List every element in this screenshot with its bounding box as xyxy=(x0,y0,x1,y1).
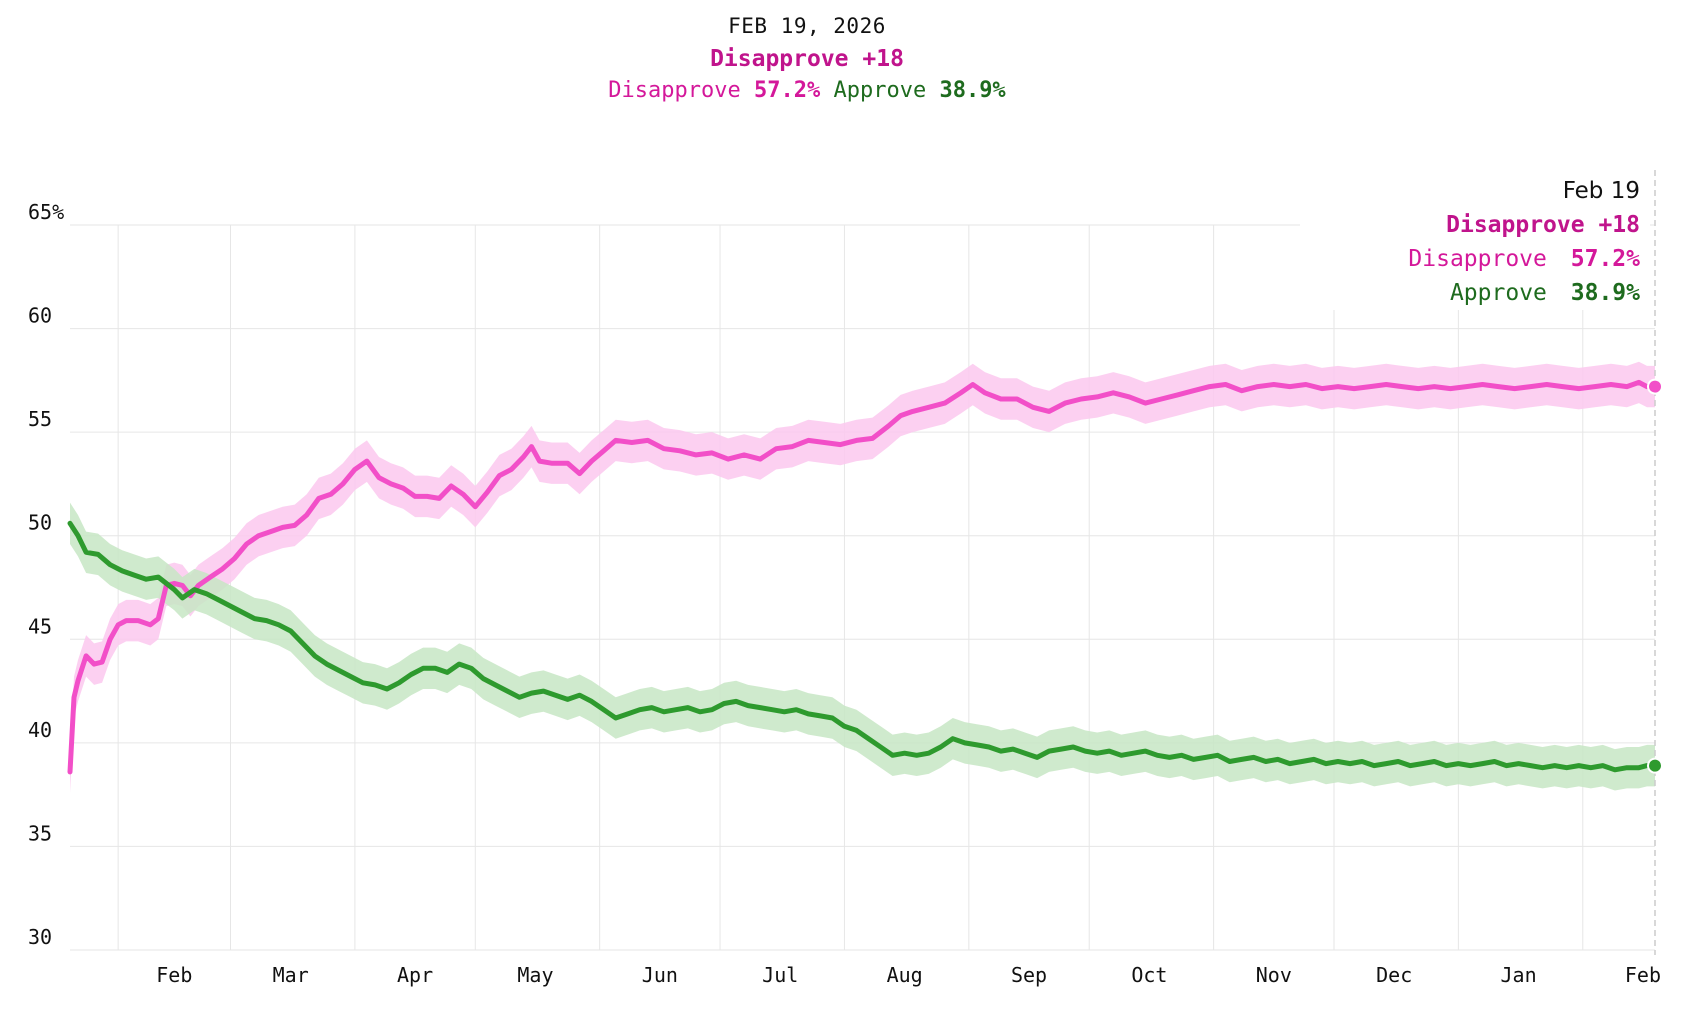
x-tick-label-sep-7: Sep xyxy=(1011,963,1047,987)
x-tick-label-jan-11: Jan xyxy=(1501,963,1537,987)
tooltip-date: Feb 19 xyxy=(1563,178,1640,204)
header-disapprove-value: 57.2% xyxy=(754,78,821,103)
y-tick-label-55: 55 xyxy=(28,407,52,431)
y-gridlines xyxy=(70,224,1655,951)
y-axis-ticks: 30 35 40 45 50 55 60 65% xyxy=(28,200,64,949)
y-tick-label-30: 30 xyxy=(28,925,52,949)
tooltip-approve-label: Approve xyxy=(1450,280,1547,306)
disapprove-line[interactable] xyxy=(67,379,1658,775)
hover-tooltip: Feb 19 Disapprove +18 Disapprove 57.2% A… xyxy=(1408,178,1640,306)
tooltip-approve-value: 38.9% xyxy=(1571,280,1640,306)
x-axis-ticks: Feb Mar Apr May Jun Jul Aug Sep Oct Nov Dec Jan Feb xyxy=(156,963,1661,987)
tooltip-disapprove-label: Disapprove xyxy=(1408,246,1546,272)
tooltip-disapprove-value: 57.2% xyxy=(1571,246,1640,272)
x-tick-label-jun-4: Jun xyxy=(642,963,678,987)
tooltip-disapprove-row: Disapprove 57.2% xyxy=(1408,246,1640,272)
header-disapprove-label: Disapprove xyxy=(608,78,741,103)
approve-line[interactable] xyxy=(67,520,1658,773)
x-tick-label-oct-8: Oct xyxy=(1131,963,1167,987)
series-lines[interactable] xyxy=(67,379,1658,775)
x-tick-label-nov-9: Nov xyxy=(1256,963,1292,987)
y-tick-label-40: 40 xyxy=(28,718,52,742)
disapprove-band xyxy=(70,361,1655,793)
x-tick-label-apr-2: Apr xyxy=(397,963,433,987)
x-tick-label-mar-1: Mar xyxy=(273,963,309,987)
uncertainty-bands xyxy=(70,361,1655,793)
x-tick-label-jul-5: Jul xyxy=(762,963,798,987)
y-tick-label-65: 65% xyxy=(28,200,64,224)
tooltip-margin: Disapprove +18 xyxy=(1446,212,1640,238)
header-approve-value: 38.9% xyxy=(939,78,1006,103)
x-gridlines xyxy=(117,225,1584,950)
header-approve-label: Approve xyxy=(833,78,927,103)
header-margin: Disapprove +18 xyxy=(710,46,904,72)
approve-endpoint-dot xyxy=(1647,757,1663,774)
x-tick-label-aug-6: Aug xyxy=(887,963,923,987)
x-tick-label-may-3: May xyxy=(517,963,553,987)
x-tick-label-feb-0: Feb xyxy=(156,963,192,987)
header-date: FEB 19, 2026 xyxy=(728,14,886,38)
x-tick-label-dec-10: Dec xyxy=(1376,963,1412,987)
x-tick-label-feb-12: Feb xyxy=(1625,963,1661,987)
y-tick-label-60: 60 xyxy=(28,304,52,328)
y-tick-label-35: 35 xyxy=(28,821,52,845)
y-tick-label-45: 45 xyxy=(28,614,52,638)
disapprove-endpoint-dot xyxy=(1647,378,1663,395)
header-values: Disapprove 57.2% Approve 38.9% xyxy=(0,78,1614,103)
chart-header: FEB 19, 2026 Disapprove +18 Disapprove 5… xyxy=(0,14,1614,103)
y-tick-label-50: 50 xyxy=(28,511,52,535)
tooltip-approve-row: Approve 38.9% xyxy=(1450,280,1640,306)
tooltip-background xyxy=(1300,170,1650,310)
